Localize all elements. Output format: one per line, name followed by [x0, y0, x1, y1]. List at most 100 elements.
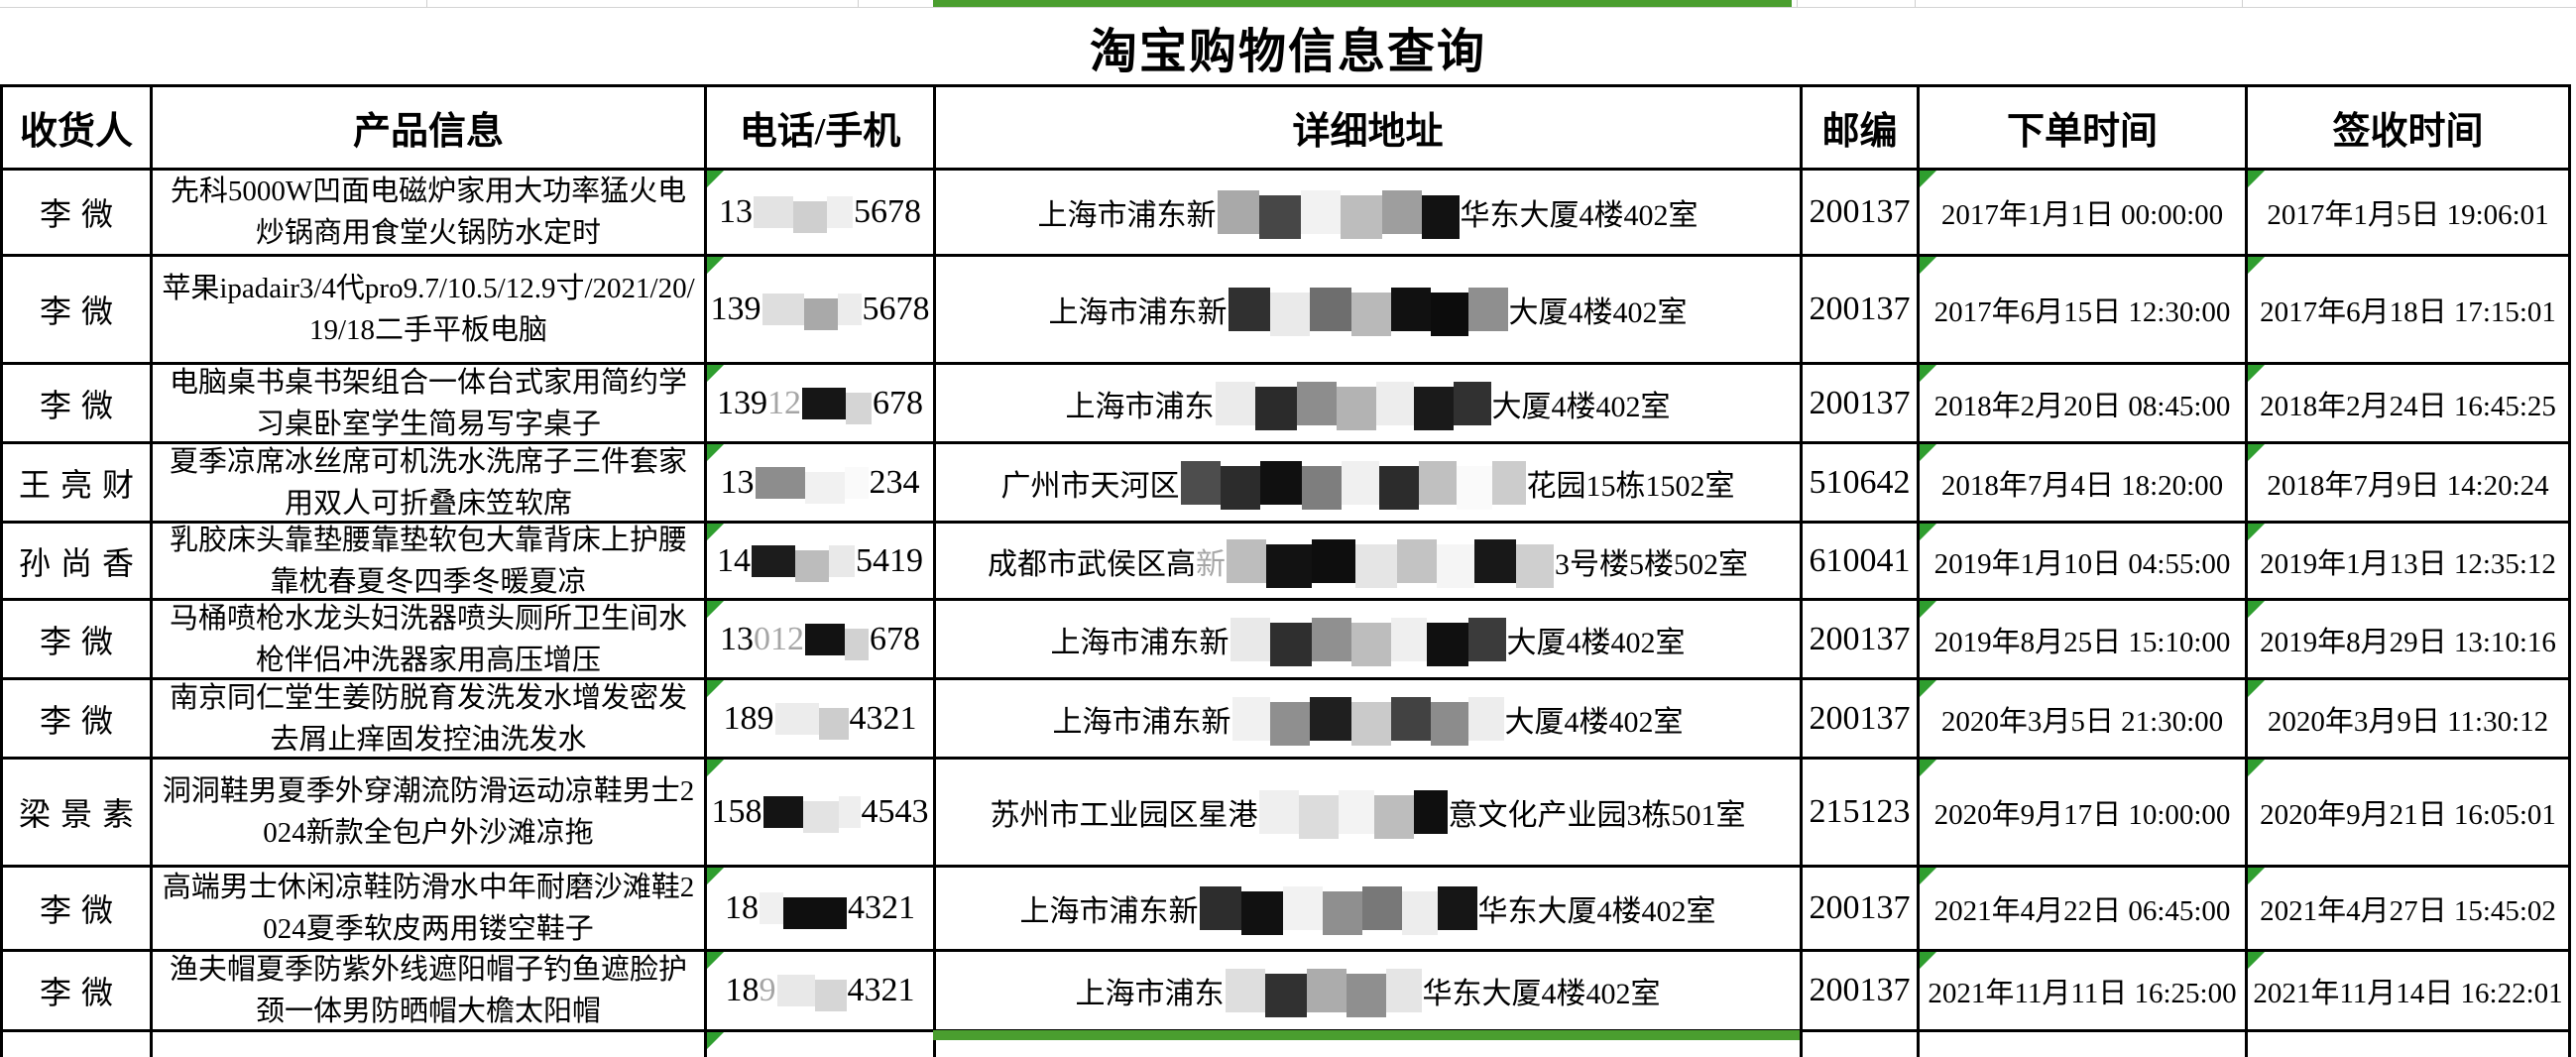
- cell-address[interactable]: 上海市浦东新 大厦4楼402室: [936, 680, 1803, 760]
- cell-phone[interactable]: 139 12 678: [707, 365, 936, 444]
- cell-postal[interactable]: 200137: [1803, 868, 1920, 952]
- cell-phone[interactable]: 139 5678: [707, 257, 936, 365]
- cell-recipient[interactable]: 李微: [3, 680, 153, 760]
- cell-address[interactable]: 上海市浦东 大厦4楼402室: [936, 365, 1803, 444]
- cell-postal[interactable]: 610041: [1803, 524, 1920, 601]
- cell-sign-time[interactable]: 2017年1月5日 19:06:01: [2248, 171, 2571, 257]
- cell-sign-time[interactable]: 2021年4月27日 15:45:02: [2248, 868, 2571, 952]
- cell-postal[interactable]: 215123: [1803, 760, 1920, 868]
- cell-product[interactable]: 电脑桌书桌书架组合一体台式家用简约学习桌卧室学生简易写字桌子: [153, 365, 707, 444]
- cell-recipient[interactable]: 李微: [3, 868, 153, 952]
- cell-product[interactable]: 先科5000W凹面电磁炉家用大功率猛火电炒锅商用食堂火锅防水定时: [153, 171, 707, 257]
- cell-recipient[interactable]: 王亮财: [3, 444, 153, 524]
- header-address[interactable]: 详细地址: [936, 87, 1803, 171]
- redaction-block: [1426, 622, 1468, 666]
- header-recipient[interactable]: 收货人: [3, 87, 153, 171]
- cell-order-time[interactable]: 2017年6月15日 12:30:00: [1920, 257, 2248, 365]
- cell-sign-time[interactable]: 2020年9月21日 16:05:01: [2248, 760, 2571, 868]
- cell-recipient[interactable]: 李微: [3, 601, 153, 680]
- cell-phone[interactable]: 14 5419: [707, 524, 936, 601]
- partial-cell[interactable]: [153, 1032, 707, 1057]
- cell-address[interactable]: 苏州市工业园区星港 意文化产业园3栋501室: [936, 760, 1803, 868]
- cell-address[interactable]: 上海市浦东新 大厦4楼402室: [936, 257, 1803, 365]
- postal-code: 215123: [1809, 793, 1911, 830]
- cell-order-time[interactable]: 2019年8月25日 15:10:00: [1920, 601, 2248, 680]
- cell-product[interactable]: 南京同仁堂生姜防脱育发洗发水增发密发去屑止痒固发控油洗发水: [153, 680, 707, 760]
- header-product[interactable]: 产品信息: [153, 87, 707, 171]
- cell-order-time[interactable]: 2018年2月20日 08:45:00: [1920, 365, 2248, 444]
- cell-order-time[interactable]: 2018年7月4日 18:20:00: [1920, 444, 2248, 524]
- header-phone[interactable]: 电话/手机: [707, 87, 936, 171]
- error-indicator-icon: [1920, 257, 1936, 274]
- header-sign-time[interactable]: 签收时间: [2248, 87, 2571, 171]
- cell-address[interactable]: 上海市浦东新 华东大厦4楼402室: [936, 868, 1803, 952]
- title-row[interactable]: 淘宝购物信息查询: [0, 8, 2576, 84]
- partial-cell[interactable]: [3, 1032, 153, 1057]
- redaction-blocks: [774, 702, 849, 740]
- cell-sign-time[interactable]: 2019年8月29日 13:10:16: [2248, 601, 2571, 680]
- redaction-block: [1385, 969, 1422, 1012]
- partial-cell[interactable]: [2248, 1032, 2571, 1057]
- cell-address[interactable]: 上海市浦东新 大厦4楼402室: [936, 601, 1803, 680]
- cell-sign-time[interactable]: 2019年1月13日 12:35:12: [2248, 524, 2571, 601]
- cell-order-time[interactable]: 2021年4月22日 06:45:00: [1920, 868, 2248, 952]
- sign-time: 2017年6月18日 17:15:01: [2260, 296, 2556, 328]
- header-order-time[interactable]: 下单时间: [1920, 87, 2248, 171]
- sign-time: 2021年11月14日 16:22:01: [2253, 978, 2563, 1009]
- cell-phone[interactable]: 18 4321: [707, 868, 936, 952]
- partial-cell[interactable]: [1803, 1032, 1920, 1057]
- cell-product[interactable]: 夏季凉席冰丝席可机洗水洗席子三件套家用双人可折叠床笠软席: [153, 444, 707, 524]
- cell-recipient[interactable]: 李微: [3, 365, 153, 444]
- sign-time: 2021年4月27日 15:45:02: [2260, 895, 2556, 927]
- cell-sign-time[interactable]: 2020年3月9日 11:30:12: [2248, 680, 2571, 760]
- cell-address[interactable]: 上海市浦东新 华东大厦4楼402室: [936, 171, 1803, 257]
- cell-order-time[interactable]: 2021年11月11日 16:25:00: [1920, 952, 2248, 1032]
- cell-phone[interactable]: 13 5678: [707, 171, 936, 257]
- partial-cell[interactable]: [936, 1032, 1803, 1057]
- partial-cell[interactable]: [707, 1032, 936, 1057]
- postal-code: 200137: [1809, 620, 1911, 657]
- cell-sign-time[interactable]: 2018年2月24日 16:45:25: [2248, 365, 2571, 444]
- cell-recipient[interactable]: 李微: [3, 952, 153, 1032]
- cell-phone[interactable]: 13 012 678: [707, 601, 936, 680]
- header-postal[interactable]: 邮编: [1803, 87, 1920, 171]
- cell-phone[interactable]: 13 234: [707, 444, 936, 524]
- error-indicator-icon: [1920, 601, 1936, 618]
- cell-recipient[interactable]: 梁景素: [3, 760, 153, 868]
- cell-product[interactable]: 乳胶床头靠垫腰靠垫软包大靠背床上护腰靠枕春夏冬四季冬暖夏凉: [153, 524, 707, 601]
- cell-address[interactable]: 成都市武侯区高新 3号楼5楼502室: [936, 524, 1803, 601]
- cell-sign-time[interactable]: 2018年7月9日 14:20:24: [2248, 444, 2571, 524]
- cell-product[interactable]: 苹果ipadair3/4代pro9.7/10.5/12.9寸/2021/20/1…: [153, 257, 707, 365]
- cell-product[interactable]: 渔夫帽夏季防紫外线遮阳帽子钓鱼遮脸护颈一体男防晒帽大檐太阳帽: [153, 952, 707, 1032]
- cell-sign-time[interactable]: 2021年11月14日 16:22:01: [2248, 952, 2571, 1032]
- cell-postal[interactable]: 200137: [1803, 952, 1920, 1032]
- cell-address[interactable]: 上海市浦东 华东大厦4楼402室: [936, 952, 1803, 1032]
- cell-order-time[interactable]: 2017年1月1日 00:00:00: [1920, 171, 2248, 257]
- partial-cell[interactable]: [1920, 1032, 2248, 1057]
- cell-postal[interactable]: 510642: [1803, 444, 1920, 524]
- redaction-block: [1381, 190, 1422, 234]
- cell-recipient[interactable]: 李微: [3, 257, 153, 365]
- cell-postal[interactable]: 200137: [1803, 365, 1920, 444]
- cell-address[interactable]: 广州市天河区 花园15栋1502室: [936, 444, 1803, 524]
- cell-recipient[interactable]: 孙尚香: [3, 524, 153, 601]
- cell-postal[interactable]: 200137: [1803, 171, 1920, 257]
- cell-order-time[interactable]: 2020年9月17日 10:00:00: [1920, 760, 2248, 868]
- cell-postal[interactable]: 200137: [1803, 257, 1920, 365]
- cell-postal[interactable]: 200137: [1803, 601, 1920, 680]
- cell-product[interactable]: 高端男士休闲凉鞋防滑水中年耐磨沙滩鞋2024夏季软皮两用镂空鞋子: [153, 868, 707, 952]
- table-row: 李微 渔夫帽夏季防紫外线遮阳帽子钓鱼遮脸护颈一体男防晒帽大檐太阳帽 18 9 4321 上…: [3, 952, 2571, 1032]
- redaction-block: [752, 544, 795, 577]
- cell-sign-time[interactable]: 2017年6月18日 17:15:01: [2248, 257, 2571, 365]
- cell-order-time[interactable]: 2020年3月5日 21:30:00: [1920, 680, 2248, 760]
- selection-highlight-bottom: [933, 1030, 1800, 1040]
- cell-product[interactable]: 洞洞鞋男夏季外穿潮流防滑运动凉鞋男士2024新款全包户外沙滩凉拖: [153, 760, 707, 868]
- cell-phone[interactable]: 158 4543: [707, 760, 936, 868]
- cell-postal[interactable]: 200137: [1803, 680, 1920, 760]
- cell-order-time[interactable]: 2019年1月10日 04:55:00: [1920, 524, 2248, 601]
- cell-phone[interactable]: 189 4321: [707, 680, 936, 760]
- cell-recipient[interactable]: 李微: [3, 171, 153, 257]
- cell-product[interactable]: 马桶喷枪水龙头妇洗器喷头厕所卫生间水枪伴侣冲洗器家用高压增压: [153, 601, 707, 680]
- cell-text: 3号楼5楼502室: [1555, 547, 1748, 581]
